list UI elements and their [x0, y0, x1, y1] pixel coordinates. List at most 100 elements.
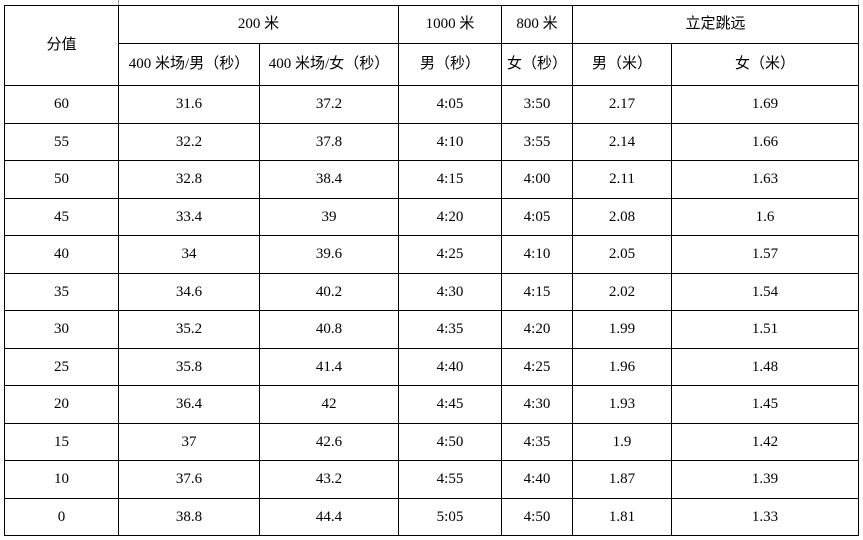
table-cell: 1.87 — [572, 460, 673, 499]
table-cell: 4:40 — [398, 347, 503, 386]
table-cell: 42.6 — [258, 422, 400, 461]
table-cell: 1.99 — [572, 310, 673, 349]
table-row: 30 35.2 40.8 4:35 4:20 1.99 1.51 — [4, 310, 860, 349]
table-cell: 33.4 — [118, 197, 260, 236]
table-cell: 4:20 — [501, 310, 574, 349]
table-cell: 32.8 — [118, 160, 260, 199]
table-cell: 2.14 — [572, 122, 673, 161]
table-cell: 4:35 — [398, 310, 503, 349]
table-cell: 30 — [4, 310, 119, 349]
table-cell: 40.2 — [258, 272, 400, 311]
table-cell: 1.48 — [671, 347, 860, 386]
table-cell: 20 — [4, 385, 119, 424]
column-guide-tick-right — [858, 0, 859, 5]
table-cell: 4:00 — [501, 160, 574, 199]
header-score: 分值 — [4, 5, 119, 86]
table-row: 15 37 42.6 4:50 4:35 1.9 1.42 — [4, 422, 860, 461]
header-group-800m: 800 米 — [501, 5, 574, 44]
table-row: 0 38.8 44.4 5:05 4:50 1.81 1.33 — [4, 497, 860, 536]
table-cell: 4:05 — [501, 197, 574, 236]
table-cell: 37.6 — [118, 460, 260, 499]
table-cell: 1.6 — [671, 197, 860, 236]
table-cell: 37.2 — [258, 85, 400, 124]
header-row-subcolumns: 400 米场/男（秒） 400 米场/女（秒） 男（秒） 女（秒） 男（米） 女… — [5, 43, 860, 86]
table-cell: 41.4 — [258, 347, 400, 386]
table-row: 40 34 39.6 4:25 4:10 2.05 1.57 — [4, 235, 860, 274]
table-cell: 35.8 — [118, 347, 260, 386]
table-cell: 36.4 — [118, 385, 260, 424]
table-cell: 0 — [4, 497, 119, 536]
table-cell: 25 — [4, 347, 119, 386]
table-cell: 4:20 — [398, 197, 503, 236]
header-1000m-male: 男（秒） — [398, 43, 503, 86]
table-cell: 1.69 — [671, 85, 860, 124]
table-cell: 43.2 — [258, 460, 400, 499]
table-cell: 2.02 — [572, 272, 673, 311]
table-cell: 1.81 — [572, 497, 673, 536]
table-row: 10 37.6 43.2 4:55 4:40 1.87 1.39 — [4, 460, 860, 499]
table-cell: 2.11 — [572, 160, 673, 199]
table-cell: 4:25 — [501, 347, 574, 386]
table-cell: 50 — [4, 160, 119, 199]
table-cell: 4:35 — [501, 422, 574, 461]
table-cell: 4:45 — [398, 385, 503, 424]
table-cell: 35 — [4, 272, 119, 311]
table-cell: 42 — [258, 385, 400, 424]
table-cell: 39.6 — [258, 235, 400, 274]
table-cell: 15 — [4, 422, 119, 461]
table-cell: 32.2 — [118, 122, 260, 161]
table-cell: 4:15 — [501, 272, 574, 311]
table-row: 50 32.8 38.4 4:15 4:00 2.11 1.63 — [4, 160, 860, 199]
table-row: 35 34.6 40.2 4:30 4:15 2.02 1.54 — [4, 272, 860, 311]
scoring-standards-table: 分值 200 米 1000 米 800 米 立定跳远 400 米场/男（秒） 4… — [4, 5, 860, 536]
table-cell: 4:30 — [398, 272, 503, 311]
header-group-1000m: 1000 米 — [398, 5, 503, 44]
table-cell: 38.8 — [118, 497, 260, 536]
table-cell: 4:10 — [398, 122, 503, 161]
table-cell: 44.4 — [258, 497, 400, 536]
table-row: 20 36.4 42 4:45 4:30 1.93 1.45 — [4, 385, 860, 424]
table-cell: 34.6 — [118, 272, 260, 311]
table-cell: 5:05 — [398, 497, 503, 536]
table-cell: 1.96 — [572, 347, 673, 386]
table-cell: 1.51 — [671, 310, 860, 349]
column-guide-tick-left — [118, 0, 119, 5]
table-row: 55 32.2 37.8 4:10 3:55 2.14 1.66 — [4, 122, 860, 161]
table-cell: 3:50 — [501, 85, 574, 124]
table-cell: 4:50 — [398, 422, 503, 461]
table-cell: 37.8 — [258, 122, 400, 161]
table-cell: 1.54 — [671, 272, 860, 311]
table-cell: 40.8 — [258, 310, 400, 349]
table-cell: 4:50 — [501, 497, 574, 536]
header-800m-female: 女（秒） — [501, 43, 574, 86]
table-cell: 10 — [4, 460, 119, 499]
table-cell: 4:30 — [501, 385, 574, 424]
table-cell: 38.4 — [258, 160, 400, 199]
table-cell: 31.6 — [118, 85, 260, 124]
table-cell: 2.05 — [572, 235, 673, 274]
header-400m-track-female: 400 米场/女（秒） — [258, 43, 400, 86]
table-cell: 4:25 — [398, 235, 503, 274]
table-cell: 1.93 — [572, 385, 673, 424]
table-body: 60 31.6 37.2 4:05 3:50 2.17 1.69 55 32.2 37.8 4:10… — [4, 85, 860, 536]
table-cell: 39 — [258, 197, 400, 236]
table-row: 25 35.8 41.4 4:40 4:25 1.96 1.48 — [4, 347, 860, 386]
table-cell: 1.42 — [671, 422, 860, 461]
table-cell: 1.57 — [671, 235, 860, 274]
table-cell: 1.63 — [671, 160, 860, 199]
header-group-200m: 200 米 — [117, 5, 400, 44]
table-row: 45 33.4 39 4:20 4:05 2.08 1.6 — [4, 197, 860, 236]
header-group-standing-jump: 立定跳远 — [572, 5, 860, 44]
header-400m-track-male: 400 米场/男（秒） — [118, 43, 260, 86]
table-cell: 1.45 — [671, 385, 860, 424]
table-cell: 2.17 — [572, 85, 673, 124]
table-cell: 4:55 — [398, 460, 503, 499]
header-jump-female: 女（米） — [671, 43, 860, 86]
table-cell: 4:10 — [501, 235, 574, 274]
table-cell: 4:40 — [501, 460, 574, 499]
table-cell: 4:15 — [398, 160, 503, 199]
table-cell: 45 — [4, 197, 119, 236]
table-cell: 4:05 — [398, 85, 503, 124]
header-jump-male: 男（米） — [572, 43, 673, 86]
